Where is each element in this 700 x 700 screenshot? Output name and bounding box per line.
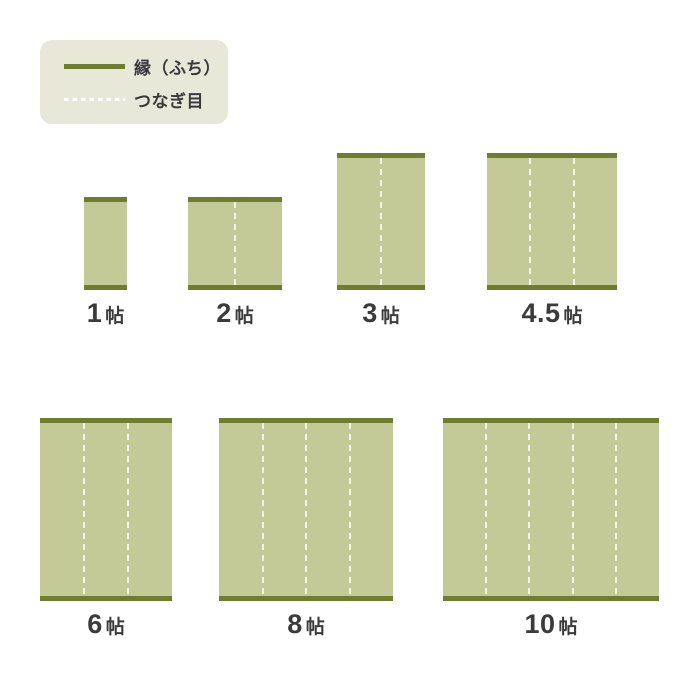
mat-size-number: 4.5 — [521, 298, 561, 328]
mat-size-unit: 帖 — [234, 306, 254, 327]
seam-dashed-line — [127, 423, 129, 596]
seam-dashed-line — [234, 202, 236, 285]
mat-6jo — [40, 418, 172, 601]
mat-2jo — [188, 197, 282, 290]
solid-line-icon — [64, 63, 125, 69]
mat-size-number: 6 — [87, 609, 103, 639]
mat-size-number: 2 — [216, 298, 232, 328]
mat-size-unit: 帖 — [380, 306, 400, 327]
mat-size-unit: 帖 — [558, 617, 578, 638]
seam-dashed-line — [528, 423, 531, 596]
legend-label-tsunagime: つなぎ目 — [134, 91, 204, 111]
mat-size-label: 4.5 帖 — [521, 300, 582, 327]
seam-dashed-line — [261, 423, 264, 596]
seam-dashed-line — [348, 423, 351, 596]
mat-8jo — [219, 418, 393, 601]
seam-dashed-line — [614, 423, 617, 596]
mat-size-number: 10 — [524, 609, 556, 639]
seam-dashed-line — [83, 423, 85, 596]
legend-label-fuchi: 縁（ふち） — [134, 58, 221, 78]
mat-size-unit: 帖 — [305, 617, 325, 638]
seam-dashed-line — [305, 423, 307, 596]
seam-dashed-line — [380, 158, 382, 285]
seam-dashed-line — [572, 158, 575, 285]
mat-4-5jo — [487, 153, 617, 290]
mat-size-label: 10 帖 — [524, 611, 577, 638]
legend: 縁（ふち） つなぎ目 — [40, 40, 228, 124]
mat-3jo — [337, 153, 425, 290]
mat-10jo — [443, 418, 659, 601]
seam-dashed-line — [485, 423, 488, 596]
legend-item-fuchi: 縁（ふち） — [64, 54, 228, 78]
mat-size-unit: 帖 — [105, 306, 125, 327]
legend-item-tsunagime: つなぎ目 — [64, 87, 228, 111]
mat-size-unit: 帖 — [563, 306, 583, 327]
seam-dashed-line — [529, 158, 532, 285]
mat-size-number: 1 — [86, 298, 103, 328]
dashed-line-icon — [64, 97, 125, 101]
mat-1jo — [84, 197, 127, 290]
mat-size-number: 3 — [362, 298, 378, 328]
mat-size-unit: 帖 — [105, 617, 125, 638]
mat-size-number: 8 — [287, 609, 303, 639]
seam-dashed-line — [571, 423, 574, 596]
